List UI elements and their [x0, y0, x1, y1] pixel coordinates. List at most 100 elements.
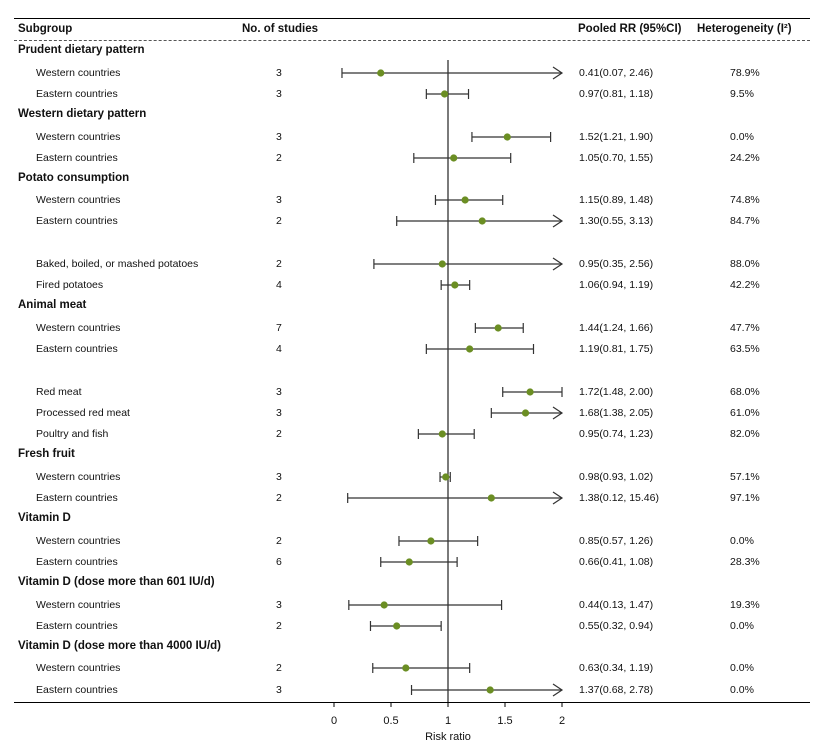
ci-row	[380, 557, 458, 567]
row-pooled-rr: 0.66(0.41, 1.08)	[579, 556, 654, 568]
x-tick-label: 0.5	[383, 715, 398, 727]
ci-arrow	[552, 66, 564, 80]
x-tick-label: 1	[445, 715, 451, 727]
row-heterogeneity: 68.0%	[730, 386, 760, 398]
group-label: Vitamin D (dose more than 601 IU/d)	[18, 576, 215, 588]
row-label: Western countries	[36, 67, 121, 79]
row-pooled-rr: 1.19(0.81, 1.75)	[579, 343, 654, 355]
row-label: Western countries	[36, 662, 121, 674]
header-pooled-rr: Pooled RR (95%CI)	[578, 23, 682, 35]
point-estimate	[440, 90, 449, 98]
ci-row	[425, 89, 470, 99]
row-pooled-rr: 0.98(0.93, 1.02)	[579, 471, 654, 483]
row-heterogeneity: 9.5%	[730, 88, 754, 100]
row-label: Eastern countries	[36, 215, 118, 227]
ci-arrow	[552, 491, 564, 505]
point-estimate	[427, 537, 435, 545]
row-heterogeneity: 88.0%	[730, 258, 760, 270]
row-label: Western countries	[36, 194, 121, 206]
bottom-rule	[14, 702, 810, 703]
row-label: Western countries	[36, 322, 121, 334]
point-estimate	[438, 260, 446, 268]
row-studies: 3	[276, 386, 282, 398]
group-label: Prudent dietary pattern	[18, 44, 145, 56]
row-heterogeneity: 24.2%	[730, 152, 760, 164]
ci-row	[373, 257, 564, 271]
header-rule	[14, 40, 810, 41]
row-pooled-rr: 1.72(1.48, 2.00)	[579, 386, 654, 398]
row-studies: 3	[276, 599, 282, 611]
row-label: Western countries	[36, 471, 121, 483]
row-pooled-rr: 1.44(1.24, 1.66)	[579, 322, 654, 334]
row-label: Eastern countries	[36, 152, 118, 164]
row-label: Poultry and fish	[36, 428, 109, 440]
row-pooled-rr: 1.05(0.70, 1.55)	[579, 152, 654, 164]
row-studies: 4	[276, 343, 282, 355]
row-studies: 2	[276, 152, 282, 164]
row-label: Red meat	[36, 386, 82, 398]
row-heterogeneity: 82.0%	[730, 428, 760, 440]
point-estimate	[451, 281, 459, 289]
ci-row	[434, 195, 504, 205]
point-estimate	[393, 622, 401, 630]
ci-row	[417, 429, 475, 439]
row-label: Western countries	[36, 599, 121, 611]
point-estimate	[503, 133, 511, 141]
row-pooled-rr: 1.68(1.38, 2.05)	[579, 407, 654, 419]
row-studies: 3	[276, 471, 282, 483]
ci-row	[440, 280, 471, 290]
row-pooled-rr: 0.55(0.32, 0.94)	[579, 620, 654, 632]
row-pooled-rr: 1.37(0.68, 2.78)	[579, 684, 654, 696]
row-pooled-rr: 1.30(0.55, 3.13)	[579, 215, 654, 227]
row-label: Eastern countries	[36, 556, 118, 568]
group-label: Western dietary pattern	[18, 108, 147, 120]
ci-row	[347, 491, 564, 505]
row-heterogeneity: 47.7%	[730, 322, 760, 334]
group-label: Fresh fruit	[18, 448, 75, 460]
row-pooled-rr: 1.38(0.12, 15.46)	[579, 492, 659, 504]
ci-row	[439, 472, 451, 482]
row-pooled-rr: 0.63(0.34, 1.19)	[579, 662, 654, 674]
row-studies: 3	[276, 67, 282, 79]
ci-row	[341, 66, 564, 80]
group-label: Vitamin D	[18, 512, 71, 524]
row-label: Eastern countries	[36, 492, 118, 504]
row-studies: 2	[276, 492, 282, 504]
row-studies: 2	[276, 215, 282, 227]
row-pooled-rr: 0.85(0.57, 1.26)	[579, 535, 654, 547]
point-estimate	[402, 664, 410, 672]
x-tick-label: 0	[331, 715, 337, 727]
point-estimate	[438, 430, 446, 438]
row-pooled-rr: 0.41(0.07, 2.46)	[579, 67, 654, 79]
ci-row	[396, 214, 564, 228]
x-tick-label: 1.5	[497, 715, 512, 727]
row-heterogeneity: 78.9%	[730, 67, 760, 79]
ci-arrow	[552, 683, 564, 697]
row-pooled-rr: 0.95(0.35, 2.56)	[579, 258, 654, 270]
ci-row	[369, 621, 442, 631]
row-heterogeneity: 0.0%	[730, 131, 754, 143]
row-pooled-rr: 0.44(0.13, 1.47)	[579, 599, 654, 611]
x-axis-label: Risk ratio	[425, 731, 471, 743]
row-label: Baked, boiled, or mashed potatoes	[36, 258, 199, 270]
row-label: Western countries	[36, 535, 121, 547]
row-pooled-rr: 1.15(0.89, 1.48)	[579, 194, 654, 206]
header-heterogeneity: Heterogeneity (I²)	[697, 23, 792, 35]
point-estimate	[466, 345, 474, 353]
row-heterogeneity: 19.3%	[730, 599, 760, 611]
ci-row	[413, 153, 512, 163]
row-label: Western countries	[36, 131, 121, 143]
row-label: Eastern countries	[36, 343, 118, 355]
row-heterogeneity: 0.0%	[730, 535, 754, 547]
ci-row	[398, 536, 479, 546]
point-estimate	[486, 686, 494, 694]
row-studies: 3	[276, 131, 282, 143]
row-label: Eastern countries	[36, 684, 118, 696]
point-estimate	[380, 601, 388, 609]
row-label: Processed red meat	[36, 407, 130, 419]
row-pooled-rr: 0.97(0.81, 1.18)	[579, 88, 654, 100]
ci-row	[425, 344, 535, 354]
group-label: Vitamin D (dose more than 4000 IU/d)	[18, 640, 222, 652]
row-pooled-rr: 1.52(1.21, 1.90)	[579, 131, 654, 143]
